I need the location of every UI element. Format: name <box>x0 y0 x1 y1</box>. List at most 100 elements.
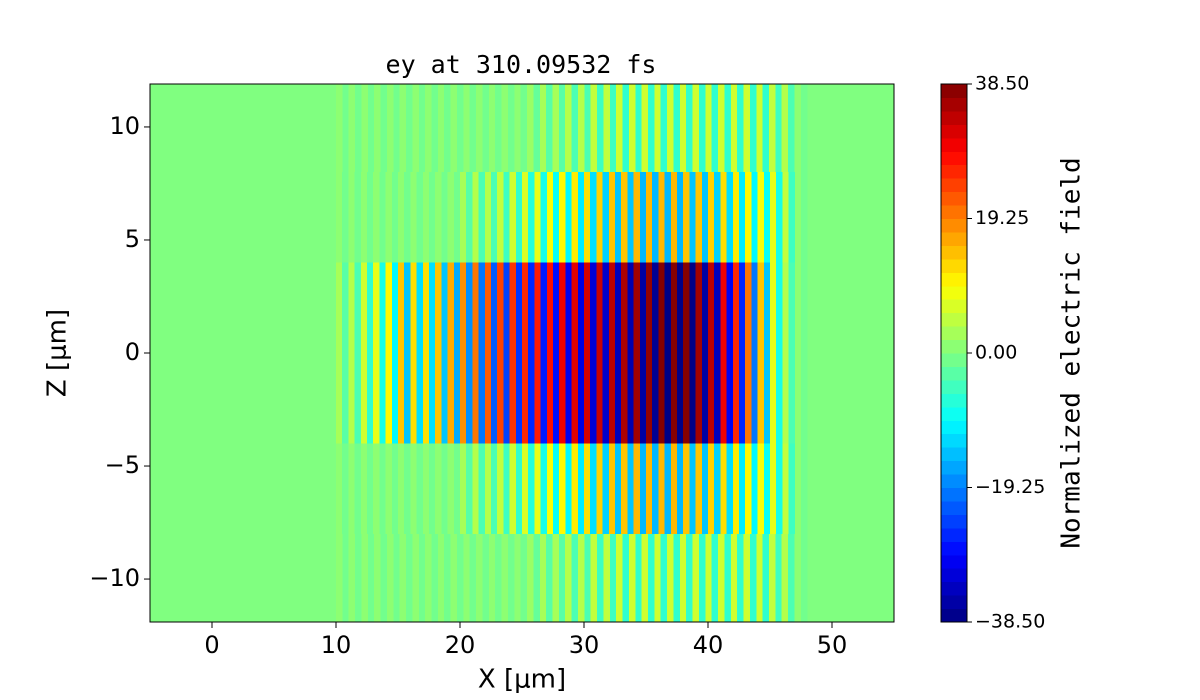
field-cell <box>404 353 411 444</box>
field-cell <box>540 262 548 353</box>
field-cell <box>776 353 783 444</box>
field-cell <box>683 443 690 534</box>
field-cell <box>360 262 368 353</box>
colorbar-step <box>941 393 967 408</box>
field-cell <box>590 172 597 263</box>
field-cell <box>701 353 709 444</box>
field-cell <box>708 172 715 263</box>
field-cell <box>472 172 479 263</box>
field-cell <box>677 443 684 534</box>
field-cell <box>509 443 517 534</box>
field-cell <box>515 353 523 444</box>
field-cell <box>762 84 770 173</box>
field-cell <box>453 353 461 444</box>
field-cell <box>385 443 393 534</box>
colorbar-step <box>941 541 967 556</box>
field-cell <box>410 172 417 263</box>
field-cell <box>410 353 417 444</box>
field-cell <box>770 262 777 353</box>
colorbar-step <box>941 97 967 112</box>
field-cell <box>528 353 535 444</box>
field-cell <box>425 84 432 173</box>
y-tick-label: −10 <box>89 564 140 592</box>
field-cell <box>528 172 535 263</box>
field-cell <box>540 443 548 534</box>
field-cell <box>616 84 623 173</box>
field-cell <box>776 172 783 263</box>
field-cell <box>609 84 617 173</box>
field-cell <box>751 353 758 444</box>
field-cell <box>615 353 622 444</box>
field-cell <box>701 443 709 534</box>
field-cell <box>664 172 672 263</box>
field-cell <box>509 172 517 263</box>
field-cell <box>472 443 479 534</box>
field-cell <box>488 533 496 622</box>
field-cell <box>484 262 492 353</box>
field-cell <box>497 262 504 353</box>
field-cell <box>577 84 585 173</box>
field-cell <box>602 172 610 263</box>
field-cell <box>781 84 789 173</box>
field-cell <box>571 84 579 173</box>
field-cell <box>393 533 401 622</box>
field-cell <box>621 172 628 263</box>
field-cell <box>571 353 579 444</box>
field-cell <box>679 533 687 622</box>
colorbar-step <box>941 110 967 125</box>
field-cell <box>466 353 473 444</box>
field-cell <box>652 262 659 353</box>
field-cell <box>435 443 442 534</box>
field-cell <box>437 84 445 173</box>
field-cell <box>658 443 665 534</box>
y-tick-label: 5 <box>125 225 140 253</box>
field-cell <box>801 262 808 353</box>
field-cell <box>460 443 467 534</box>
field-cell <box>533 84 541 173</box>
field-cell <box>689 172 696 263</box>
field-cell <box>730 84 738 173</box>
field-cell <box>571 443 579 534</box>
field-cell <box>603 533 611 622</box>
field-cell <box>441 353 448 444</box>
field-cell <box>781 533 789 622</box>
field-cell <box>360 172 368 263</box>
colorbar-step <box>941 514 967 529</box>
field-cell <box>404 172 411 263</box>
field-cell <box>342 533 350 622</box>
colorbar-step <box>941 379 967 394</box>
field-cell <box>482 84 490 173</box>
field-cell <box>627 443 634 534</box>
field-cell <box>527 533 534 622</box>
x-tick-label: 20 <box>445 631 476 659</box>
colorbar-step <box>941 272 967 287</box>
field-cell <box>596 172 603 263</box>
field-cell <box>763 172 771 263</box>
field-cell <box>720 353 727 444</box>
colorbar-step <box>941 366 967 381</box>
field-cell <box>559 262 566 353</box>
field-cell <box>664 443 672 534</box>
colorbar-step <box>941 433 967 448</box>
field-cell <box>670 443 678 534</box>
field-cell <box>726 172 734 263</box>
field-cell <box>788 84 795 173</box>
field-cell <box>800 533 808 622</box>
y-tick-label: 0 <box>125 338 140 366</box>
field-cell <box>683 353 690 444</box>
field-cell <box>757 353 765 444</box>
field-cell <box>373 262 380 353</box>
colorbar-step <box>941 258 967 273</box>
field-cell <box>720 262 727 353</box>
field-cell <box>503 443 510 534</box>
field-cell <box>336 84 343 173</box>
field-cell <box>546 172 554 263</box>
colorbar-step <box>941 339 967 354</box>
field-cell <box>646 262 653 353</box>
field-cell <box>596 443 603 534</box>
field-cell <box>435 172 442 263</box>
field-cell <box>422 172 430 263</box>
field-cell <box>628 84 636 173</box>
field-cell <box>714 443 721 534</box>
field-cell <box>627 172 634 263</box>
